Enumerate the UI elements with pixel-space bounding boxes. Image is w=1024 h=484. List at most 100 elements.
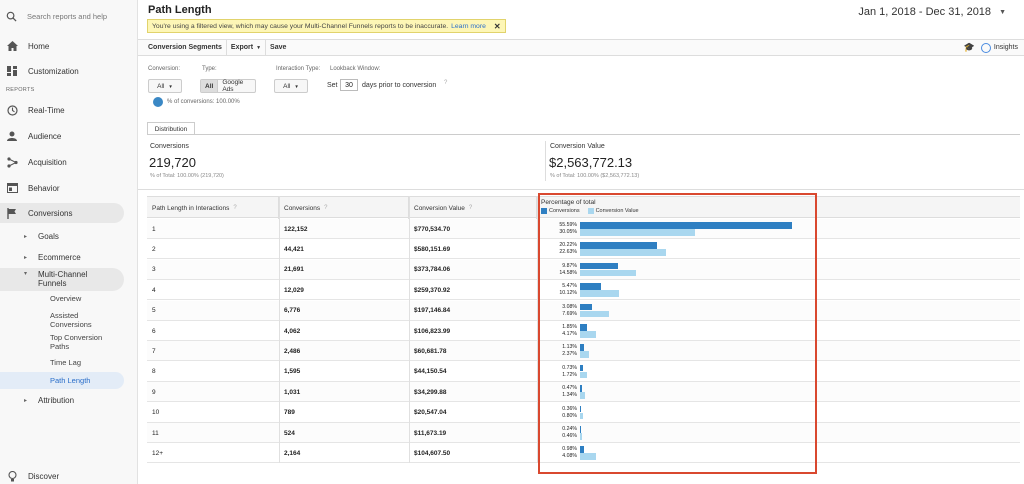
date-range-label: Jan 1, 2018 - Dec 31, 2018 — [858, 6, 992, 18]
table-row[interactable]: 10 789 $20,547.04 0.36% 0.80% — [147, 402, 1020, 423]
pct-label-conversions: 0.36% — [562, 405, 577, 412]
insights-button[interactable]: Insights — [993, 44, 1018, 51]
cell-path-length: 7 — [152, 347, 156, 355]
bar-conversions — [580, 446, 584, 453]
type-all-option[interactable]: All — [201, 80, 219, 92]
nav-assisted-conversions[interactable]: Assisted Conversions — [50, 311, 92, 329]
search-row[interactable]: Search reports and help — [0, 0, 137, 32]
section-divider — [138, 189, 1024, 190]
export-label: Export — [230, 44, 254, 51]
cell-conversion-value: $60,681.78 — [414, 347, 447, 355]
nav-discover[interactable]: Discover — [0, 470, 138, 482]
cell-conversion-value: $34,299.88 — [414, 388, 447, 396]
nav-goals[interactable]: ▸ Goals — [24, 232, 59, 241]
insights-icon[interactable] — [980, 42, 991, 53]
conversion-filter-label: Conversion: — [148, 66, 181, 72]
bar-conversion-value — [580, 433, 582, 440]
cell-conversions: 4,062 — [284, 327, 301, 335]
bar-conversions — [580, 405, 582, 413]
pct-label-conversions: 3.08% — [562, 303, 577, 310]
nav-overview[interactable]: Overview — [50, 294, 82, 303]
table-row[interactable]: 5 6,776 $197,146.84 3.08% 7.69% — [147, 300, 1020, 321]
nav-top-conversion-paths[interactable]: Top Conversion Paths — [50, 333, 102, 351]
cell-conversion-value: $770,534.70 — [414, 225, 451, 233]
nav-customization[interactable]: Customization — [0, 64, 138, 78]
behavior-icon — [6, 182, 18, 194]
pct-label-value: 7.69% — [562, 310, 577, 317]
nav-home[interactable]: Home — [0, 39, 138, 53]
bar-conversions — [580, 344, 585, 351]
type-filter-toggle[interactable]: All Google Ads — [200, 79, 256, 93]
cell-conversion-value: $373,784.06 — [414, 266, 451, 274]
table-row[interactable]: 2 44,421 $580,151.69 20.22% 22.63% — [147, 239, 1020, 260]
nav-attribution[interactable]: ▸ Attribution — [24, 396, 74, 405]
expand-triangle-icon: ▸ — [24, 255, 28, 261]
table-row[interactable]: 1 122,152 $770,534.70 55.59% 30.05% — [147, 219, 1020, 239]
conversion-segments-button[interactable]: Conversion Segments — [138, 40, 227, 55]
table-row[interactable]: 4 12,029 $259,370.92 5.47% 10.12% — [147, 280, 1020, 301]
tab-distribution[interactable]: Distribution — [147, 122, 195, 135]
acquisition-icon — [6, 156, 18, 168]
nav-path-length[interactable]: Path Length — [50, 376, 91, 385]
type-google-ads-option[interactable]: Google Ads — [222, 79, 244, 93]
nav-multi-channel-funnels[interactable]: ▾ Multi-Channel Funnels — [24, 270, 87, 288]
help-icon[interactable]: ? — [324, 205, 328, 211]
help-icon[interactable]: ? — [468, 205, 473, 211]
cell-path-length: 9 — [152, 388, 156, 396]
pct-label-value: 4.08% — [562, 453, 577, 460]
nav-acquisition[interactable]: Acquisition — [0, 155, 138, 169]
interaction-type-dropdown[interactable]: All ▼ — [274, 79, 308, 93]
nav-conversions[interactable]: Conversions — [0, 206, 138, 220]
help-icon[interactable]: ? — [233, 205, 237, 211]
pct-label-conversions: 9.87% — [562, 262, 577, 269]
expand-triangle-icon: ▸ — [24, 398, 28, 404]
search-icon[interactable] — [6, 11, 17, 22]
chart-legend: Conversions Conversion Value — [541, 208, 639, 214]
interaction-type-value: All — [283, 82, 291, 90]
table-row[interactable]: 12+ 2,164 $104,607.50 0.98% 4.08% — [147, 443, 1020, 464]
nav-realtime[interactable]: Real-Time — [0, 103, 138, 117]
bar-conversions — [580, 222, 792, 229]
date-range-picker[interactable]: Jan 1, 2018 - Dec 31, 2018 ▼ — [858, 6, 1006, 18]
col-header-path-length[interactable]: Path Length in Interactions? — [147, 197, 279, 219]
bar-conversion-value — [580, 412, 584, 420]
nav-behavior[interactable]: Behavior — [0, 181, 138, 195]
lookback-days-input[interactable]: 30 — [340, 79, 358, 91]
reports-section-label: REPORTS — [6, 87, 35, 93]
bar-conversion-value — [580, 249, 667, 256]
series-color-dot[interactable] — [153, 97, 163, 107]
nav-acquisition-label: Acquisition — [28, 157, 67, 167]
value-scorecard-value: $2,563,772.13 — [549, 155, 633, 170]
col-header-conversions[interactable]: Conversions? — [279, 197, 409, 219]
table-row[interactable]: 6 4,062 $106,823.99 1.85% 4.17% — [147, 321, 1020, 341]
search-input[interactable]: Search reports and help — [27, 11, 108, 21]
nav-audience[interactable]: Audience — [0, 129, 138, 143]
table-row[interactable]: 8 1,595 $44,150.54 0.73% 1.72% — [147, 361, 1020, 382]
cell-path-length: 10 — [152, 409, 160, 417]
col-header-conversion-value[interactable]: Conversion Value? — [409, 197, 537, 219]
table-row[interactable]: 9 1,031 $34,299.88 0.47% 1.34% — [147, 382, 1020, 403]
report-toolbar: Conversion Segments Export ▼ Save 🎓 Insig… — [138, 39, 1024, 56]
pct-label-value: 0.80% — [562, 412, 577, 419]
table-row[interactable]: 7 2,486 $60,681.78 1.13% 2.37% — [147, 341, 1020, 362]
pct-label-conversions: 1.13% — [562, 344, 577, 351]
conversion-filter-dropdown[interactable]: All ▼ — [148, 79, 182, 93]
graduation-cap-icon[interactable]: 🎓 — [963, 42, 975, 52]
highlight-box — [538, 193, 817, 474]
pct-label-conversions: 0.73% — [562, 364, 577, 371]
nav-ecommerce[interactable]: ▸ Ecommerce — [24, 253, 81, 262]
save-button[interactable]: Save — [270, 44, 287, 51]
table-row[interactable]: 11 524 $11,673.19 0.24% 0.46% — [147, 423, 1020, 443]
bar-conversion-value — [580, 290, 619, 297]
table-row[interactable]: 3 21,691 $373,784.06 9.87% 14.58% — [147, 259, 1020, 280]
cell-path-length: 5 — [152, 307, 156, 315]
help-icon[interactable]: ? — [444, 80, 448, 86]
person-icon — [6, 130, 18, 142]
export-button[interactable]: Export ▼ — [227, 40, 267, 55]
bar-conversion-value — [580, 331, 596, 338]
learn-more-link[interactable]: Learn more — [451, 22, 486, 30]
nav-mcf-label-2: Funnels — [38, 279, 67, 288]
lightbulb-icon — [6, 470, 18, 482]
close-icon[interactable]: ✕ — [493, 21, 501, 31]
nav-time-lag[interactable]: Time Lag — [50, 358, 81, 367]
